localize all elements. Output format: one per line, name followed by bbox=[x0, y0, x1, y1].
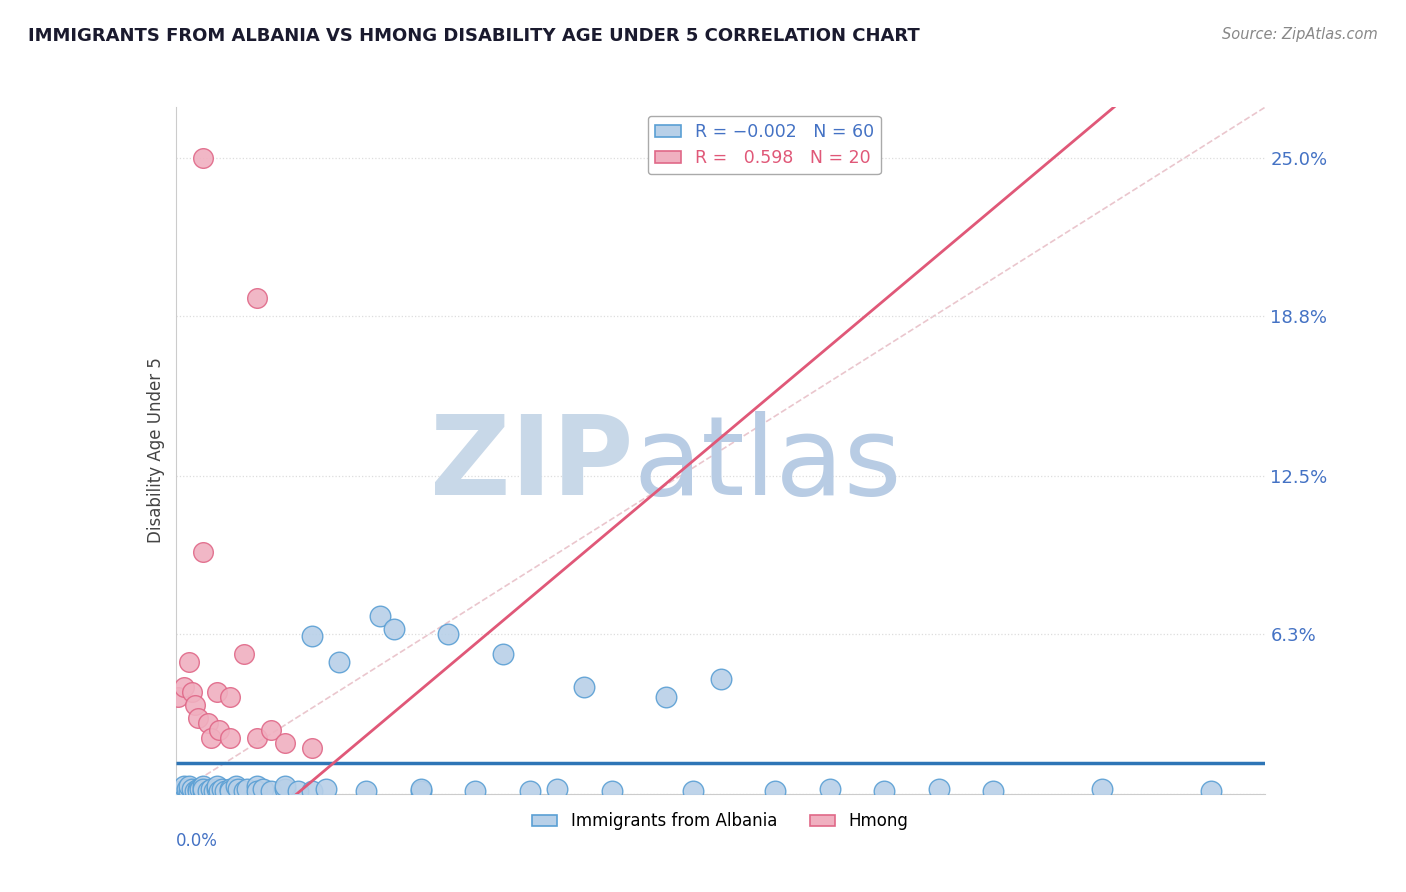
Y-axis label: Disability Age Under 5: Disability Age Under 5 bbox=[146, 358, 165, 543]
Point bbox=[574, 680, 596, 694]
Text: IMMIGRANTS FROM ALBANIA VS HMONG DISABILITY AGE UNDER 5 CORRELATION CHART: IMMIGRANTS FROM ALBANIA VS HMONG DISABIL… bbox=[28, 27, 920, 45]
Point bbox=[200, 731, 222, 745]
Point bbox=[274, 781, 297, 796]
Point bbox=[205, 781, 228, 796]
Point bbox=[179, 779, 201, 793]
Point bbox=[655, 690, 678, 705]
Point bbox=[211, 781, 233, 796]
Point bbox=[246, 731, 269, 745]
Point bbox=[197, 784, 219, 798]
Point bbox=[301, 629, 323, 643]
Point bbox=[167, 690, 190, 705]
Legend: Immigrants from Albania, Hmong: Immigrants from Albania, Hmong bbox=[526, 805, 915, 837]
Text: 0.0%: 0.0% bbox=[176, 831, 218, 850]
Point bbox=[225, 779, 247, 793]
Point bbox=[246, 784, 269, 798]
Point bbox=[173, 779, 195, 793]
Point bbox=[205, 685, 228, 699]
Point bbox=[274, 779, 297, 793]
Point bbox=[301, 784, 323, 798]
Point bbox=[219, 731, 242, 745]
Point bbox=[181, 685, 204, 699]
Point bbox=[173, 680, 195, 694]
Point bbox=[179, 784, 201, 798]
Point bbox=[191, 784, 214, 798]
Point bbox=[179, 655, 201, 669]
Point bbox=[181, 781, 204, 796]
Point bbox=[928, 781, 950, 796]
Point bbox=[1091, 781, 1114, 796]
Point bbox=[763, 784, 786, 798]
Point bbox=[232, 784, 254, 798]
Point bbox=[437, 626, 460, 640]
Point bbox=[176, 781, 198, 796]
Point bbox=[409, 784, 432, 798]
Point bbox=[252, 781, 274, 796]
Point bbox=[219, 781, 242, 796]
Point bbox=[228, 781, 250, 796]
Point bbox=[191, 545, 214, 559]
Text: ZIP: ZIP bbox=[430, 410, 633, 517]
Point bbox=[235, 781, 257, 796]
Point bbox=[202, 784, 225, 798]
Point bbox=[519, 784, 541, 798]
Point bbox=[710, 673, 733, 687]
Point bbox=[492, 647, 515, 661]
Point bbox=[600, 784, 623, 798]
Point bbox=[191, 151, 214, 165]
Point bbox=[200, 781, 222, 796]
Point bbox=[382, 622, 405, 636]
Point bbox=[219, 784, 242, 798]
Point bbox=[464, 784, 486, 798]
Point bbox=[260, 723, 283, 738]
Point bbox=[191, 779, 214, 793]
Point bbox=[301, 741, 323, 756]
Point bbox=[246, 291, 269, 305]
Point bbox=[214, 784, 236, 798]
Point bbox=[208, 784, 231, 798]
Point bbox=[873, 784, 896, 798]
Point bbox=[287, 784, 309, 798]
Point bbox=[682, 784, 704, 798]
Point bbox=[315, 781, 337, 796]
Point bbox=[186, 784, 209, 798]
Point bbox=[546, 781, 568, 796]
Text: Source: ZipAtlas.com: Source: ZipAtlas.com bbox=[1222, 27, 1378, 42]
Point bbox=[191, 781, 214, 796]
Point bbox=[232, 647, 254, 661]
Text: atlas: atlas bbox=[633, 410, 901, 517]
Point bbox=[328, 655, 350, 669]
Point bbox=[356, 784, 378, 798]
Point bbox=[219, 690, 242, 705]
Point bbox=[274, 736, 297, 750]
Point bbox=[205, 779, 228, 793]
Point bbox=[1199, 784, 1222, 798]
Point bbox=[246, 779, 269, 793]
Point bbox=[184, 698, 207, 712]
Point bbox=[170, 784, 193, 798]
Point bbox=[818, 781, 841, 796]
Point bbox=[208, 723, 231, 738]
Point bbox=[981, 784, 1004, 798]
Point bbox=[409, 781, 432, 796]
Point bbox=[188, 781, 211, 796]
Point bbox=[186, 781, 209, 796]
Point bbox=[260, 784, 283, 798]
Point bbox=[368, 608, 391, 623]
Point bbox=[197, 715, 219, 730]
Point bbox=[186, 710, 209, 724]
Point bbox=[184, 784, 207, 798]
